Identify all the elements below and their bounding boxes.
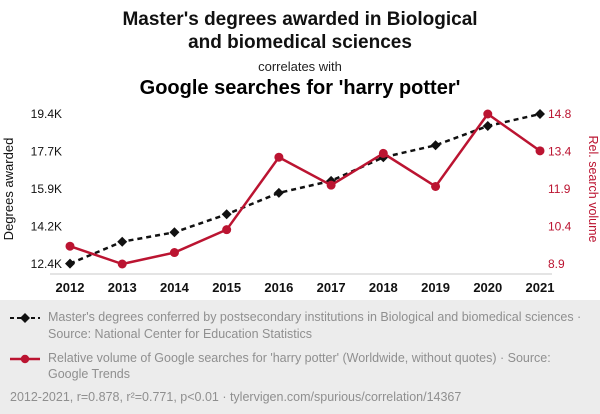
legend-area: Master's degrees conferred by postsecond… [0,300,600,414]
svg-text:12.4K: 12.4K [31,257,62,271]
svg-text:2019: 2019 [421,280,450,295]
svg-text:2016: 2016 [264,280,293,295]
svg-text:15.9K: 15.9K [31,182,62,196]
svg-text:Degrees awarded: Degrees awarded [1,138,16,241]
svg-text:2021: 2021 [526,280,555,295]
svg-text:14.2K: 14.2K [31,220,62,234]
page-title: Master's degrees awarded in Biological an… [0,8,600,54]
svg-text:10.4: 10.4 [548,220,572,234]
header: Master's degrees awarded in Biological an… [0,0,600,100]
svg-text:11.9: 11.9 [548,182,571,196]
svg-text:19.4K: 19.4K [31,107,62,121]
svg-text:2020: 2020 [473,280,502,295]
svg-text:Rel. search volume: Rel. search volume [586,136,600,243]
svg-text:2013: 2013 [108,280,137,295]
correlation-subtitle: Google searches for 'harry potter' [139,77,461,100]
svg-text:17.7K: 17.7K [31,145,62,159]
correlates-with-label: correlates with [258,59,342,75]
svg-text:2012: 2012 [56,280,85,295]
correlation-chart: 12.4K 14.2K 15.9K 17.7K 19.4K 8.9 10.4 11.9 13.4… [1,107,600,295]
svg-text:2018: 2018 [369,280,398,295]
legend-text-searches: Relative volume of Google searches for '… [48,350,551,382]
svg-text:8.9: 8.9 [548,257,565,271]
svg-text:14.8: 14.8 [548,107,572,121]
searches-series-marker-icon [10,354,40,364]
legend-item-degrees: Master's degrees conferred by postsecond… [10,309,590,342]
svg-text:2015: 2015 [212,280,241,295]
legend-item-searches: Relative volume of Google searches for '… [10,350,590,383]
legend-text-degrees: Master's degrees conferred by postsecond… [48,310,582,341]
svg-text:2017: 2017 [317,280,346,295]
degrees-series-marker-icon [10,313,40,324]
svg-text:13.4: 13.4 [548,145,572,159]
title-line-1: Master's degrees awarded in Biological [122,9,478,30]
svg-text:2014: 2014 [160,280,190,295]
footer-stats: 2012-2021, r=0.878, r²=0.771, p<0.01 · t… [10,390,462,405]
title-line-2: and biomedical sciences [188,32,412,54]
